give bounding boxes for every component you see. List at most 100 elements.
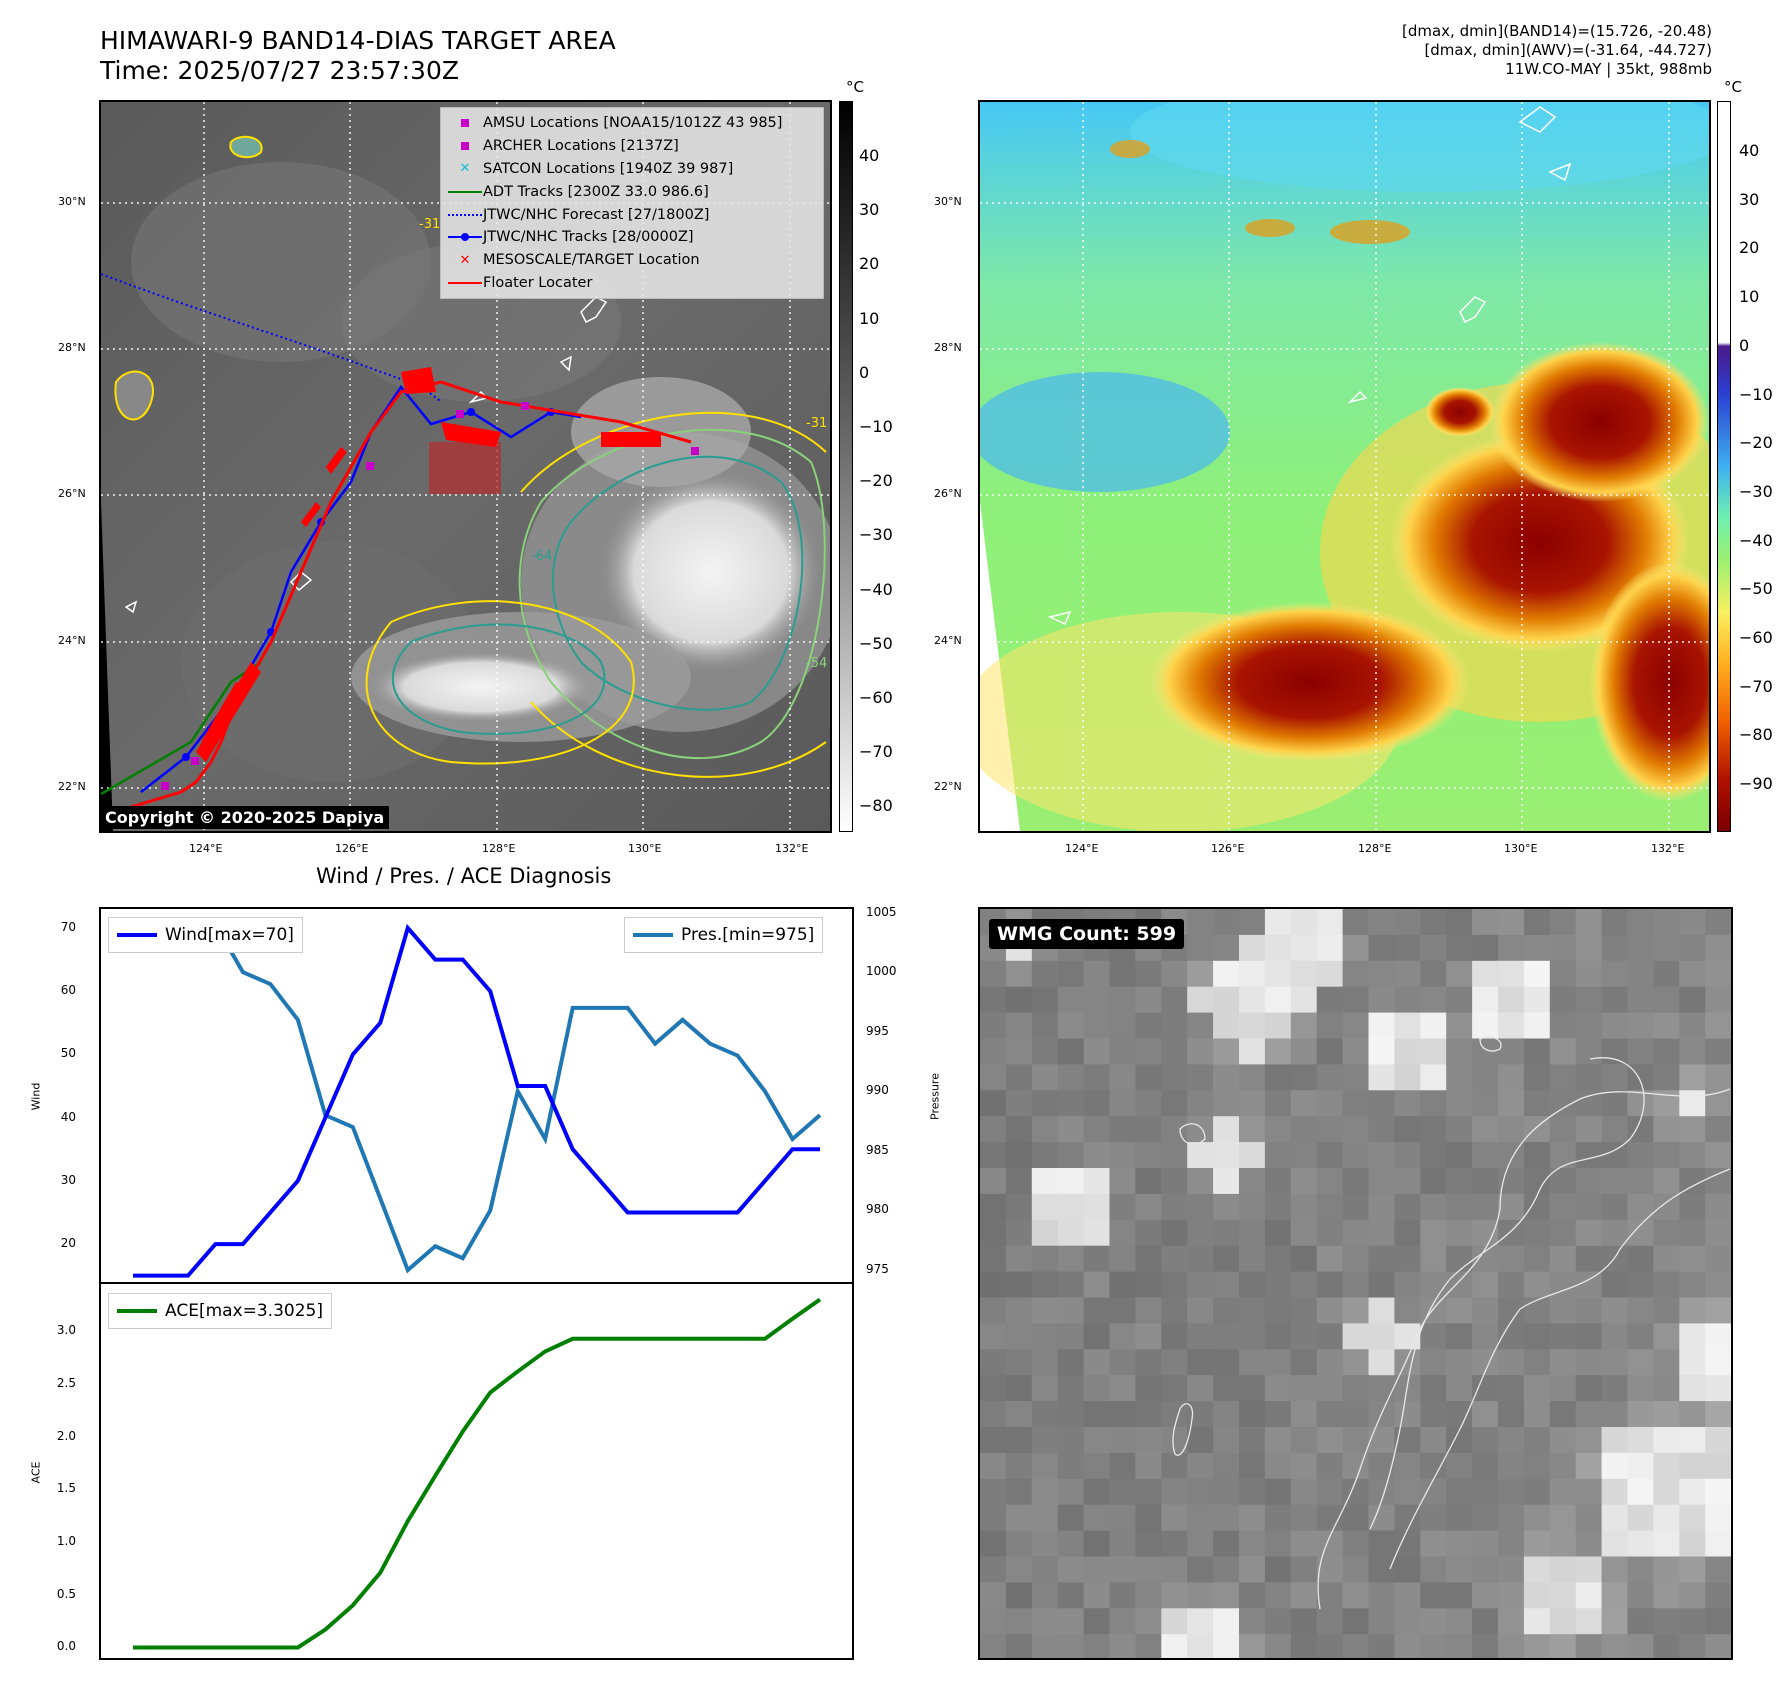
lat-label-24: 24°N <box>58 634 86 647</box>
ace-line-icon <box>117 1309 157 1313</box>
ace-tick-label: 0.0 <box>56 1639 76 1654</box>
colorbar-tick: −20 <box>1739 433 1773 453</box>
wind-pres-plot <box>99 907 854 1284</box>
pressure-tick-label: 990 <box>866 1083 889 1098</box>
pressure-tick-label: 985 <box>866 1142 889 1157</box>
ace-tick-label: 1.5 <box>56 1481 76 1496</box>
legend-adt: ADT Tracks [2300Z 33.0 986.6] <box>447 180 817 203</box>
copyright-badge: Copyright © 2020-2025 Dapiya <box>100 806 390 829</box>
wind-ylabel: Wind <box>29 1082 43 1111</box>
colorbar-tick: 20 <box>859 254 880 274</box>
colorbar-tick: −10 <box>1739 384 1773 404</box>
ace-legend: ACE[max=3.3025] <box>108 1293 332 1329</box>
figure-time: Time: 2025/07/27 23:57:30Z <box>100 56 459 85</box>
colorbar-tick: −90 <box>1739 774 1773 794</box>
awv-lat-label-28: 28°N <box>934 341 962 354</box>
awv-lon-label-128: 128°E <box>1358 842 1392 855</box>
colorbar-tick: −70 <box>1739 676 1773 696</box>
wind-pres-svg <box>133 922 822 1278</box>
awv-lon-label-130: 130°E <box>1504 842 1538 855</box>
contour-label-1: -31 <box>419 217 440 232</box>
wind-tick-label: 20 <box>60 1236 76 1251</box>
wmg-count-badge: WMG Count: 599 <box>989 919 1185 949</box>
colorbar-tick: −20 <box>859 471 893 491</box>
colorbar-tick: −80 <box>1739 725 1773 745</box>
pressure-legend: Pres.[min=975] <box>624 917 824 953</box>
pressure-series-line <box>133 922 822 1274</box>
colorbar-tick: 10 <box>1739 287 1760 307</box>
colorbar-tick: −50 <box>859 633 893 653</box>
contour-label-3: -31 <box>806 416 827 431</box>
lat-label-26: 26°N <box>58 487 86 500</box>
legend-satcon: ✕ SATCON Locations [1940Z 39 987] <box>447 158 817 181</box>
cbar-left-unit: °C <box>846 78 864 96</box>
pressure-tick-label: 975 <box>866 1262 889 1277</box>
colorbar-tick: 20 <box>1739 238 1760 258</box>
legend-jtwc-forecast: JTWC/NHC Forecast [27/1800Z] <box>447 203 817 226</box>
intensity-info: [dmax, dmin](BAND14)=(15.726, -20.48) [d… <box>1402 22 1712 79</box>
legend-floater: Floater Locater <box>447 272 817 295</box>
wind-series-line <box>133 923 820 1278</box>
awv-lon-label-126: 126°E <box>1211 842 1245 855</box>
colorbar-tick: −10 <box>859 417 893 436</box>
lat-label-28: 28°N <box>58 341 86 354</box>
lat-label-30: 30°N <box>58 195 86 208</box>
awv-colorbar <box>1717 101 1731 832</box>
awv-lat-label-30: 30°N <box>934 195 962 208</box>
x-marker-icon: ✕ <box>459 161 471 177</box>
colorbar-tick: −30 <box>859 525 893 545</box>
ace-tick-label: 2.5 <box>56 1376 76 1391</box>
info-awv: [dmax, dmin](AWV)=(-31.64, -44.727) <box>1424 41 1712 59</box>
colorbar-tick: 0 <box>1739 335 1750 355</box>
ace-tick-label: 1.0 <box>56 1534 76 1549</box>
pressure-line-icon <box>633 933 673 937</box>
wind-tick-label: 30 <box>60 1172 76 1187</box>
colorbar-tick: 40 <box>859 146 880 165</box>
ace-tick-label: 2.0 <box>56 1428 76 1443</box>
wmg-svg <box>980 909 1731 1658</box>
convective-cloud-mass <box>114 135 830 778</box>
target-area-box <box>429 442 501 494</box>
pressure-tick-label: 980 <box>866 1202 889 1217</box>
map-legend: AMSU Locations [NOAA15/1012Z 43 985] ARC… <box>440 107 824 299</box>
colorbar-tick: 40 <box>1739 141 1760 160</box>
line-dot-icon <box>448 233 482 242</box>
square-marker-icon <box>461 119 469 128</box>
colorbar-tick: 30 <box>859 200 880 220</box>
wind-tick-label: 40 <box>60 1109 76 1124</box>
amsu-archer-markers <box>161 402 699 790</box>
awv-map-svg <box>980 102 1709 831</box>
ace-ylabel: ACE <box>29 1461 43 1484</box>
figure-title-block: HIMAWARI-9 BAND14-DIAS TARGET AREA Time:… <box>100 26 616 86</box>
awv-lon-label-132: 132°E <box>1651 842 1685 855</box>
wind-tick-label: 60 <box>60 983 76 998</box>
colorbar-tick: 30 <box>1739 189 1760 209</box>
dotted-line-icon <box>448 213 482 216</box>
colorbar-tick: −60 <box>859 688 893 707</box>
wmg-coastline <box>1172 1036 1731 1610</box>
ace-series-line <box>133 1297 822 1650</box>
lon-label-126: 126°E <box>335 842 369 855</box>
ace-tick-label: 3.0 <box>56 1323 76 1338</box>
floater-markers <box>196 367 661 762</box>
wind-line-icon <box>117 933 157 937</box>
contour-label-2: -64 <box>531 549 552 564</box>
cbar-right-unit: °C <box>1724 78 1742 96</box>
colorbar-tick: 10 <box>859 308 880 328</box>
colorbar-tick: −80 <box>859 796 893 816</box>
pressure-tick-label: 1000 <box>866 964 897 979</box>
lon-label-128: 128°E <box>482 842 516 855</box>
line-icon <box>448 281 482 284</box>
wind-tick-label: 70 <box>60 919 76 934</box>
pressure-tick-label: 1005 <box>866 904 897 919</box>
awv-lat-label-26: 26°N <box>934 487 962 500</box>
lon-label-130: 130°E <box>628 842 662 855</box>
legend-jtwc-tracks: JTWC/NHC Tracks [28/0000Z] <box>447 226 817 249</box>
wmg-panel <box>978 907 1733 1660</box>
lon-label-132: 132°E <box>775 842 809 855</box>
lon-label-124: 124°E <box>189 842 223 855</box>
awv-lon-label-124: 124°E <box>1065 842 1099 855</box>
colorbar-tick: −40 <box>859 579 893 599</box>
colorbar-tick: −60 <box>1739 628 1773 647</box>
ir-colorbar <box>839 101 853 832</box>
